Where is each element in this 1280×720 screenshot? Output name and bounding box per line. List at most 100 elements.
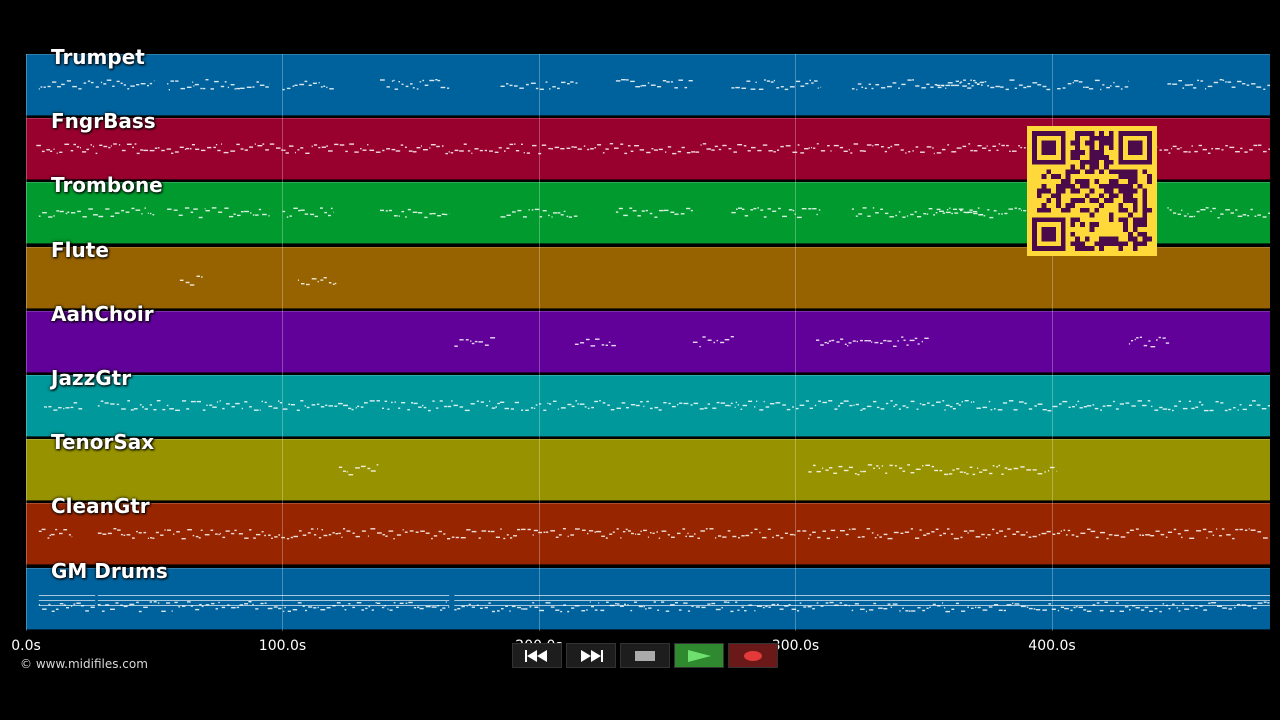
note [709, 528, 714, 530]
note [542, 210, 547, 212]
note [136, 84, 140, 86]
note [716, 339, 719, 342]
note [574, 343, 579, 345]
note [451, 400, 453, 402]
note [376, 400, 380, 402]
note [411, 402, 413, 404]
note [759, 532, 761, 534]
note [929, 606, 931, 608]
note [57, 86, 61, 88]
note [881, 146, 884, 148]
note [522, 607, 528, 610]
note [822, 401, 827, 404]
note [800, 152, 805, 154]
note [901, 83, 906, 86]
note [1020, 605, 1026, 607]
note [78, 88, 82, 90]
note [560, 148, 565, 150]
note [1262, 216, 1267, 219]
note [621, 79, 626, 81]
note [1212, 534, 1215, 537]
note [834, 408, 838, 410]
note [1249, 149, 1253, 151]
note [772, 537, 774, 539]
note [173, 533, 175, 536]
note [70, 406, 74, 409]
note [281, 537, 285, 539]
note [419, 607, 424, 609]
note [1119, 403, 1124, 405]
play-button[interactable] [674, 643, 724, 668]
note [550, 530, 555, 532]
note [780, 537, 784, 539]
note [1020, 466, 1025, 468]
note [1158, 336, 1161, 338]
note [494, 151, 499, 154]
note [278, 534, 281, 537]
note [505, 605, 508, 607]
note [960, 210, 963, 212]
note [65, 407, 70, 409]
note [656, 531, 658, 534]
stop-button[interactable] [620, 643, 670, 668]
note [401, 211, 405, 213]
note [812, 531, 816, 534]
note [48, 603, 51, 605]
note [1106, 86, 1110, 89]
note [259, 409, 261, 411]
note [1142, 404, 1147, 407]
note [222, 537, 226, 539]
note [480, 607, 483, 609]
note [770, 403, 775, 405]
note [1220, 213, 1224, 216]
note [1224, 409, 1228, 412]
note [352, 532, 355, 535]
note [968, 143, 971, 145]
note [630, 609, 633, 611]
note [201, 605, 204, 607]
note [732, 536, 737, 538]
note [1064, 607, 1069, 609]
note [1200, 209, 1206, 211]
note [218, 211, 223, 214]
note [969, 209, 973, 212]
record-button[interactable] [728, 643, 778, 668]
note [97, 405, 100, 407]
note [949, 207, 951, 210]
note [1126, 532, 1130, 534]
note [906, 406, 909, 409]
note [856, 340, 858, 342]
note [754, 406, 756, 408]
note [608, 341, 611, 343]
note [326, 145, 328, 147]
note [73, 143, 76, 146]
note [622, 531, 626, 533]
note [921, 340, 923, 343]
note [274, 536, 278, 538]
rewind-button[interactable] [512, 643, 562, 668]
note [64, 143, 70, 146]
note [419, 81, 422, 83]
note [799, 404, 805, 406]
note [1233, 407, 1236, 409]
note [479, 150, 483, 152]
note [898, 87, 900, 89]
note [180, 87, 185, 90]
fast-forward-button[interactable] [566, 643, 616, 668]
note [138, 532, 142, 534]
note [866, 528, 871, 530]
note [517, 606, 521, 608]
note [1154, 409, 1159, 411]
note [506, 147, 510, 150]
note [883, 339, 887, 342]
note [252, 86, 255, 88]
note [601, 535, 605, 538]
note [573, 215, 578, 218]
note [1225, 145, 1228, 147]
note [538, 532, 542, 534]
note [288, 145, 294, 147]
note [500, 401, 505, 403]
note [1003, 609, 1006, 611]
note [267, 607, 273, 609]
note [328, 215, 331, 217]
